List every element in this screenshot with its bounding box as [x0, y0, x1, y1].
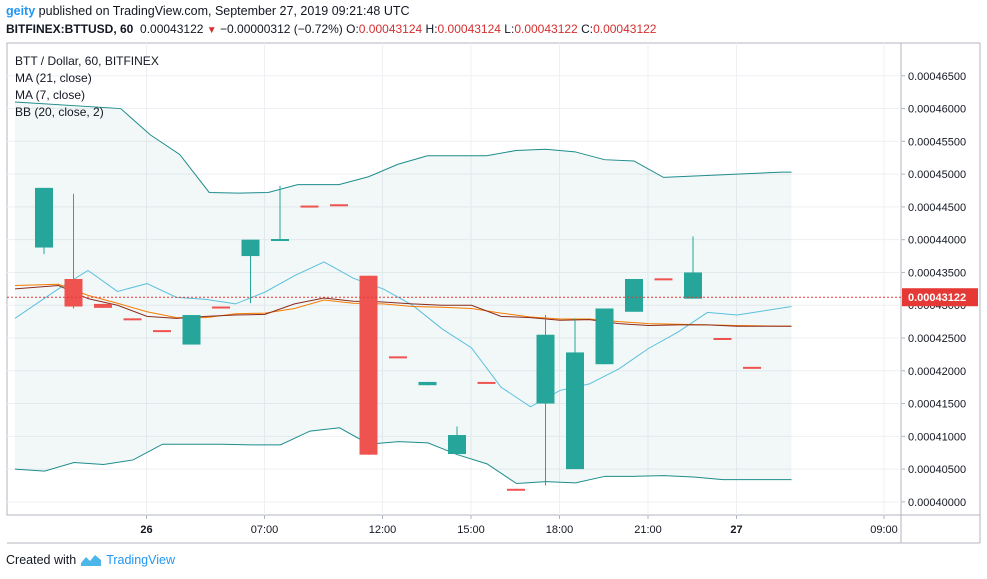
candle-body: [389, 356, 407, 359]
o-value: 0.00043124: [358, 22, 423, 36]
y-tick-label: 0.00044500: [908, 202, 966, 214]
candle-body: [418, 381, 437, 386]
candle-body: [713, 338, 732, 340]
candle-body: [359, 275, 378, 455]
candle-body: [271, 239, 289, 242]
y-tick-label: 0.00041000: [908, 431, 966, 443]
candle-body: [477, 381, 496, 384]
y-tick-label: 0.00046000: [908, 104, 966, 116]
legend-ma7[interactable]: MA (7, close): [15, 88, 86, 102]
candle-body: [123, 318, 142, 321]
footer: Created with TradingView: [6, 553, 175, 567]
x-tick-label: 07:00: [251, 524, 279, 536]
h-value: 0.00043124: [437, 22, 501, 36]
candle-body: [330, 204, 348, 207]
y-tick-label: 0.00040500: [908, 464, 966, 476]
x-tick-label: 26: [140, 524, 152, 536]
c-value: 0.00043122: [593, 22, 657, 36]
o-label: O:: [346, 22, 359, 36]
publish-line: geity published on TradingView.com, Sept…: [6, 4, 410, 18]
created-with-label: Created with: [6, 553, 77, 567]
ohlc-line: BITFINEX:BTTUSD, 60 0.00043122 ▼ −0.0000…: [6, 22, 656, 36]
y-tick-label: 0.00045500: [908, 136, 966, 148]
symbol-label: BITFINEX:BTTUSD, 60: [6, 22, 134, 36]
current-price-label: 0.00043122: [908, 292, 966, 304]
candle-body: [35, 187, 53, 248]
x-tick-label: 15:00: [457, 524, 485, 536]
y-tick-label: 0.00042000: [908, 366, 966, 378]
candle-body: [625, 279, 643, 312]
author-link[interactable]: geity: [6, 4, 36, 18]
tradingview-logo-icon: [81, 555, 102, 566]
y-tick-label: 0.00041500: [908, 399, 966, 411]
legend-bb[interactable]: BB (20, close, 2): [15, 105, 104, 119]
x-tick-label: 09:00: [870, 524, 898, 536]
candle-body: [448, 435, 466, 455]
candle-body: [153, 330, 171, 333]
y-tick-label: 0.00040000: [908, 497, 966, 509]
ma21-line: [14, 285, 792, 327]
candle-body: [743, 366, 761, 369]
current-price-tag: [902, 288, 978, 307]
y-tick-label: 0.00045000: [908, 169, 966, 181]
legend-title: BTT / Dollar, 60, BITFINEX: [15, 54, 159, 68]
y-tick-label: 0.00046500: [908, 71, 966, 83]
candle-body: [595, 308, 614, 365]
y-tick-label: 0.00042500: [908, 333, 966, 345]
candle-body: [300, 205, 319, 208]
candle-body: [654, 278, 673, 281]
ma-orange-line: [14, 283, 792, 327]
candle-body: [241, 239, 260, 257]
bb-fill: [15, 102, 792, 484]
chart-legend: BTT / Dollar, 60, BITFINEX MA (21, close…: [15, 53, 159, 121]
down-arrow-icon: ▼: [206, 25, 217, 36]
candle-body: [64, 279, 83, 307]
candle-body: [507, 488, 525, 491]
y-tick-label: 0.00044000: [908, 235, 966, 247]
h-label: H:: [425, 22, 438, 36]
candle-body: [536, 334, 555, 404]
candle-body: [566, 352, 584, 470]
x-tick-label: 27: [730, 524, 742, 536]
candle-body: [212, 306, 230, 309]
bb-upper-line: [14, 101, 792, 194]
l-value: 0.00043122: [514, 22, 578, 36]
c-label: C:: [581, 22, 594, 36]
l-label: L:: [504, 22, 515, 36]
candle-body: [684, 272, 702, 299]
bb-lower-line: [14, 427, 792, 485]
last-price: 0.00043122: [140, 22, 204, 36]
candle-body: [182, 315, 201, 345]
legend-ma21[interactable]: MA (21, close): [15, 71, 92, 85]
published-text: published on TradingView.com, September …: [38, 4, 410, 18]
tradingview-link[interactable]: TradingView: [106, 553, 175, 567]
x-tick-label: 18:00: [546, 524, 574, 536]
y-tick-label: 0.00043500: [908, 267, 966, 279]
x-tick-label: 12:00: [369, 524, 397, 536]
change-value: −0.00000312 (−0.72%): [220, 22, 343, 36]
x-tick-label: 21:00: [634, 524, 662, 536]
candle-body: [94, 303, 112, 308]
ma7-line: [14, 261, 792, 408]
